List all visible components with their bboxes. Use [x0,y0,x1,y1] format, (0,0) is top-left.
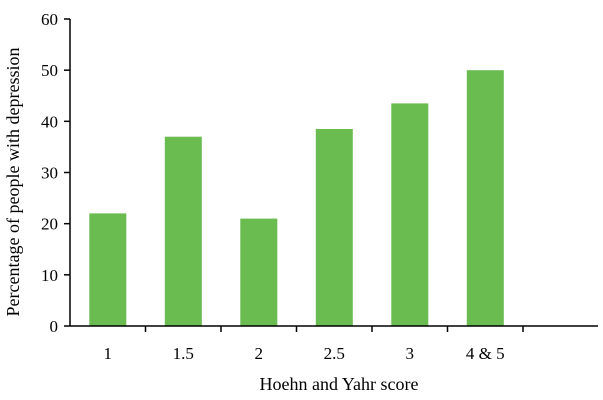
y-axis-title: Percentage of people with depression [3,48,23,317]
bar-4 [315,129,353,326]
x-tick-label-4: 2.5 [324,344,345,363]
x-tick-label-6: 4 & 5 [466,344,505,363]
x-tick-label-1: 1 [104,344,113,363]
y-tick-label-60: 60 [41,10,58,29]
y-tick-label-10: 10 [41,266,58,285]
ticks-layer: 0 10 20 30 40 50 60 1 1.5 2 2.5 3 4 & 5 [41,10,524,363]
bar-3 [240,218,278,326]
y-tick-label-20: 20 [41,215,58,234]
bar-6 [466,70,504,326]
y-tick-label-40: 40 [41,112,58,131]
bar-5 [391,103,429,327]
bar-2 [164,136,202,326]
y-tick-label-50: 50 [41,61,58,80]
bar-1 [89,213,127,326]
x-tick-label-5: 3 [406,344,415,363]
y-tick-label-0: 0 [50,317,59,336]
x-tick-label-2: 1.5 [173,344,194,363]
y-tick-label-30: 30 [41,164,58,183]
bars-layer [89,70,504,327]
x-tick-label-3: 2 [255,344,264,363]
x-axis-title: Hoehn and Yahr score [260,374,419,394]
